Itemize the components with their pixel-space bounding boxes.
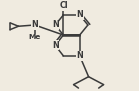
Text: Cl: Cl [60,1,68,10]
Text: N: N [76,51,83,60]
Text: N: N [52,41,59,50]
Text: N: N [52,20,59,29]
Text: N: N [31,20,38,29]
Text: Me: Me [29,34,41,40]
Text: N: N [76,10,83,19]
